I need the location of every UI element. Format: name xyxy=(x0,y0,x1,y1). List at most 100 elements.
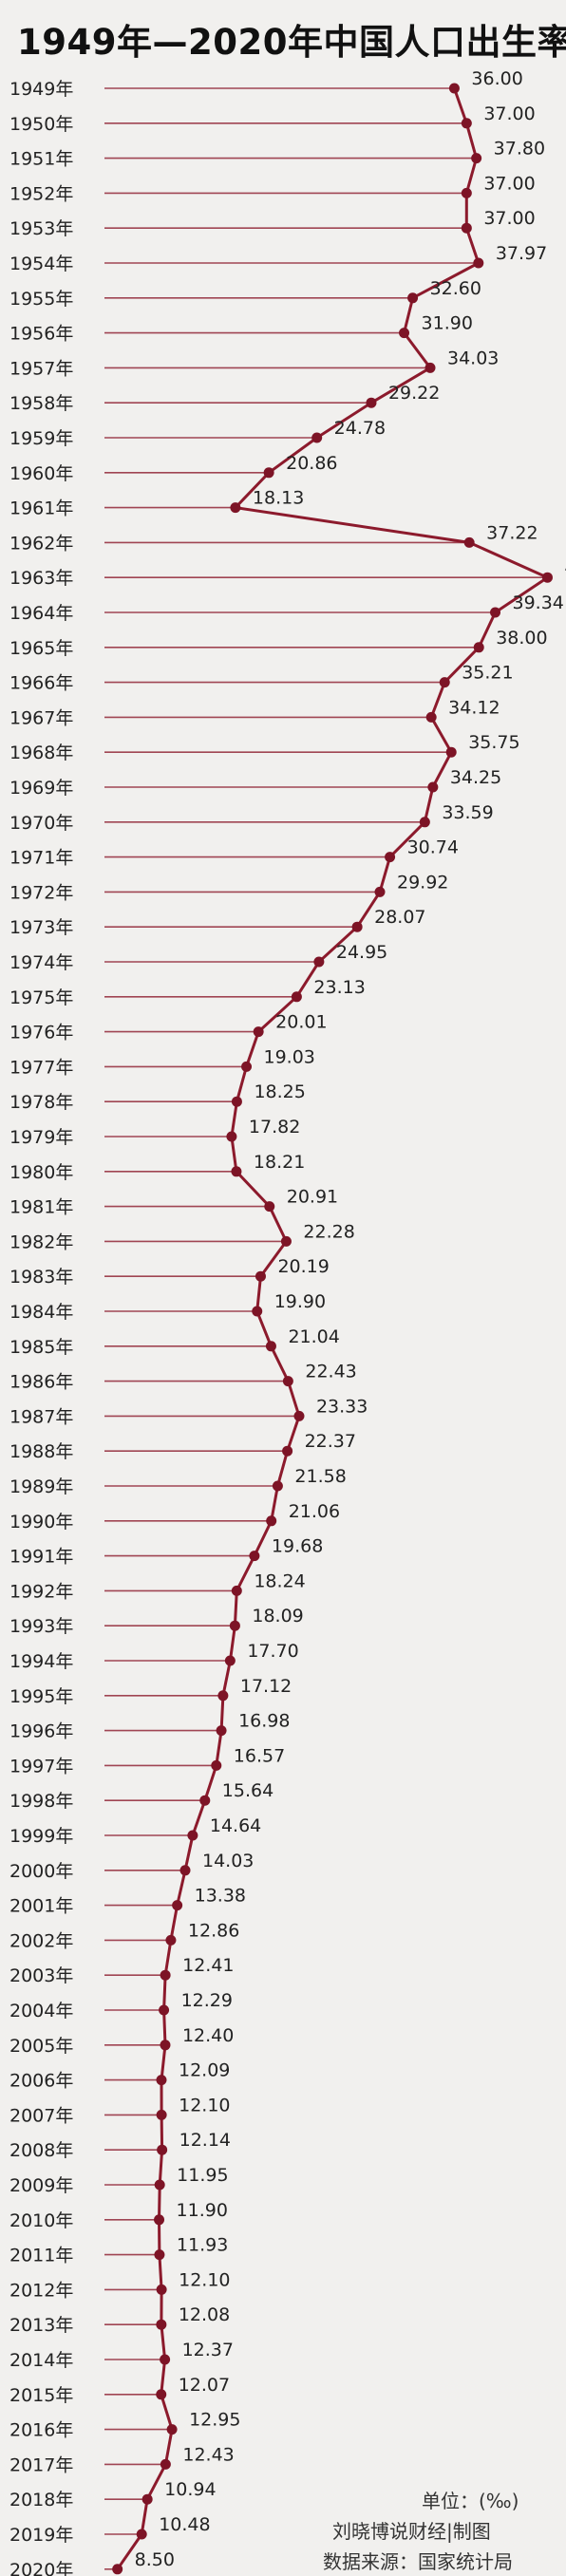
data-point xyxy=(463,536,475,548)
year-label: 2012年 xyxy=(9,2280,73,2301)
value-label: 8.50 xyxy=(135,2549,175,2570)
value-label: 11.90 xyxy=(177,2200,228,2221)
value-label: 34.25 xyxy=(450,767,501,788)
labels-layer: 36.00 37.00 37.80 37.00 37.00 37.97 32.60 31.90… xyxy=(135,68,566,2570)
year-label: 2010年 xyxy=(9,2210,73,2231)
data-point xyxy=(265,1341,276,1352)
data-point xyxy=(374,886,386,897)
data-point xyxy=(291,991,302,1003)
year-label: 1973年 xyxy=(9,917,73,938)
value-label: 12.37 xyxy=(182,2340,234,2360)
value-label: 37.22 xyxy=(486,522,538,543)
value-label: 22.28 xyxy=(303,1221,354,1242)
data-point xyxy=(424,362,436,373)
year-label: 1989年 xyxy=(9,1476,73,1497)
source-label: 数据来源：国家统计局 xyxy=(323,2550,513,2573)
year-label: 2009年 xyxy=(9,2175,73,2196)
data-point xyxy=(473,642,484,653)
points-layer xyxy=(112,83,553,2575)
data-point xyxy=(461,222,472,234)
value-label: 29.22 xyxy=(388,383,440,404)
year-label: 2007年 xyxy=(9,2105,73,2126)
data-point xyxy=(160,2354,171,2365)
value-label: 10.94 xyxy=(164,2479,216,2500)
year-label: 1984年 xyxy=(9,1302,73,1323)
year-label: 1970年 xyxy=(9,813,73,834)
data-point xyxy=(156,2075,167,2086)
value-label: 34.03 xyxy=(447,348,499,368)
year-label: 1964年 xyxy=(9,603,73,624)
value-label: 18.09 xyxy=(252,1606,303,1626)
value-label: 12.08 xyxy=(179,2304,230,2325)
value-label: 17.70 xyxy=(247,1641,298,1662)
year-label: 2003年 xyxy=(9,1965,73,1986)
data-point xyxy=(172,1900,183,1911)
value-label: 35.75 xyxy=(468,732,519,753)
data-point xyxy=(282,1445,293,1457)
data-point xyxy=(156,2109,167,2120)
data-point xyxy=(142,2493,153,2505)
value-label: 11.95 xyxy=(177,2165,228,2186)
value-label: 21.06 xyxy=(289,1501,340,1522)
year-label: 2004年 xyxy=(9,2001,73,2021)
series-line xyxy=(116,87,549,2570)
value-label: 37.80 xyxy=(494,139,545,160)
year-label: 2011年 xyxy=(9,2246,73,2266)
data-point xyxy=(264,1201,275,1213)
data-point xyxy=(179,1865,191,1876)
year-label: 1983年 xyxy=(9,1267,73,1288)
value-label: 15.64 xyxy=(222,1780,274,1801)
value-label: 10.48 xyxy=(159,2514,210,2535)
year-label: 1990年 xyxy=(9,1512,73,1532)
data-point xyxy=(280,1235,292,1247)
value-label: 28.07 xyxy=(374,907,425,928)
year-label: 1951年 xyxy=(9,149,73,170)
value-label: 21.58 xyxy=(294,1466,346,1487)
year-label: 1950年 xyxy=(9,114,73,135)
year-label: 1986年 xyxy=(9,1372,73,1393)
chart-header: 1949年—2020年中国人口出生率 xyxy=(0,0,566,78)
value-label: 12.41 xyxy=(182,1955,234,1976)
data-point xyxy=(112,2564,123,2575)
value-label: 12.86 xyxy=(188,1920,239,1941)
value-label: 20.19 xyxy=(277,1256,329,1277)
value-label: 37.97 xyxy=(496,243,547,264)
value-label: 43.60 xyxy=(564,557,566,578)
year-label: 2017年 xyxy=(9,2454,73,2475)
year-label: 2002年 xyxy=(9,1930,73,1951)
value-label: 18.24 xyxy=(254,1570,305,1591)
data-point xyxy=(229,1620,240,1631)
data-point xyxy=(160,2458,171,2470)
value-label: 19.90 xyxy=(274,1291,326,1312)
value-label: 19.68 xyxy=(272,1536,323,1557)
value-label: 20.86 xyxy=(286,453,337,474)
value-label: 12.29 xyxy=(181,1990,233,2011)
data-point xyxy=(231,1585,242,1596)
data-point xyxy=(541,572,553,583)
data-point xyxy=(399,328,410,339)
year-label: 2006年 xyxy=(9,2071,73,2092)
value-label: 16.57 xyxy=(234,1745,285,1766)
year-label: 1980年 xyxy=(9,1162,73,1183)
value-label: 33.59 xyxy=(442,802,493,823)
data-point xyxy=(385,852,396,863)
year-label: 1988年 xyxy=(9,1441,73,1462)
data-point xyxy=(445,746,457,758)
value-label: 18.13 xyxy=(253,488,304,509)
data-point xyxy=(156,2389,167,2400)
data-point xyxy=(249,1551,260,1562)
data-point xyxy=(282,1376,293,1387)
year-label: 1968年 xyxy=(9,743,73,763)
data-point xyxy=(471,153,482,164)
data-point xyxy=(490,607,501,618)
year-label: 1991年 xyxy=(9,1547,73,1568)
data-point xyxy=(216,1725,227,1737)
data-point xyxy=(217,1690,229,1702)
value-label: 12.09 xyxy=(179,2060,230,2081)
data-point xyxy=(160,1969,171,1981)
year-label: 2013年 xyxy=(9,2315,73,2336)
year-label: 1998年 xyxy=(9,1791,73,1812)
year-label: 2018年 xyxy=(9,2490,73,2510)
data-point xyxy=(311,432,323,443)
data-point xyxy=(461,118,472,129)
